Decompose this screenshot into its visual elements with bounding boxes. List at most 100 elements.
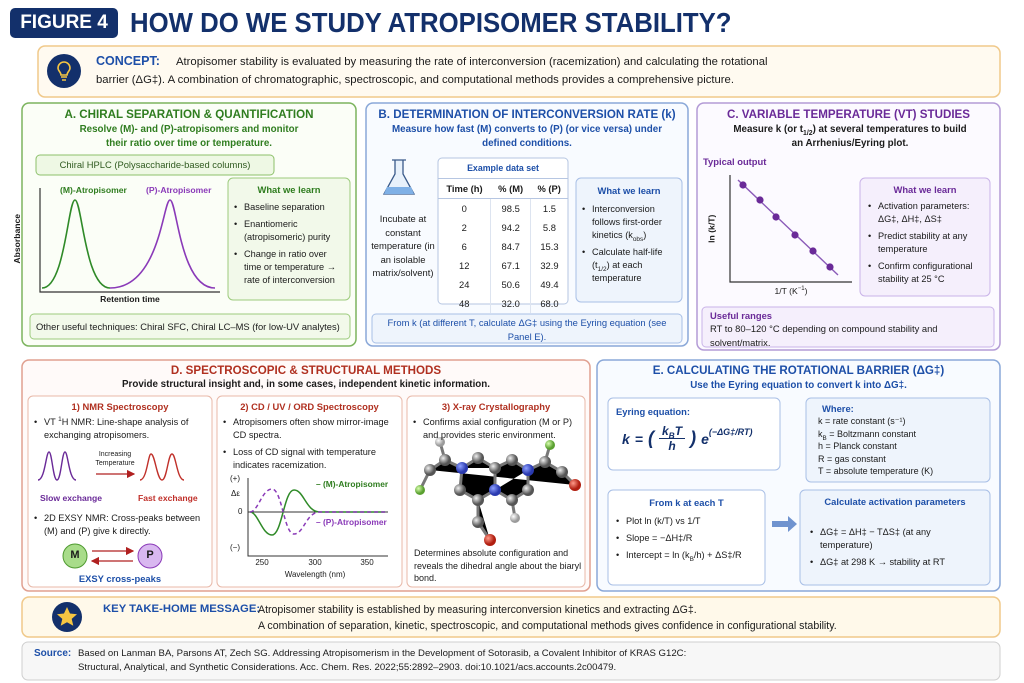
list-item: Baseline separation	[234, 201, 346, 214]
list-item: Atropisomers often show mirror-image CD …	[223, 416, 398, 442]
table-cell: 49.4	[540, 279, 559, 290]
cd-tick: 250	[255, 558, 269, 567]
text-line: Atropisomer stability is established by …	[258, 604, 697, 616]
learn-list: Activation parameters: ΔG‡, ΔH‡, ΔS‡ Pred…	[868, 200, 986, 290]
text-after: ) at each temperature	[592, 260, 643, 283]
text-sub: obs	[632, 235, 644, 243]
table-cell: 12	[438, 256, 492, 275]
panel-subtitle: Use the Eyring equation to convert k int…	[690, 380, 907, 391]
note-text: From k (at different T, calculate ΔG‡ us…	[387, 317, 667, 342]
text-text: Measure k (or t	[733, 124, 804, 135]
nmr-list: 2D EXSY NMR: Cross-peaks between (M) and…	[34, 512, 208, 542]
cd-tick: 350	[360, 558, 374, 567]
cd-p	[249, 488, 385, 535]
table-cell: 98.5	[490, 198, 531, 218]
header-cell: Time (h)	[438, 179, 491, 199]
where-list: k = rate constant (s⁻¹) kB = Boltzmann co…	[818, 415, 988, 478]
p-label: P	[146, 549, 154, 561]
from-list: Plot ln (k/T) vs 1/T Slope = −ΔH‡/R Interc…	[616, 515, 762, 566]
list-item: Loss of CD signal with temperature indic…	[223, 446, 398, 472]
xray-list: Confirms axial configuration (M or P) an…	[413, 416, 581, 446]
table-cell: 48	[438, 294, 492, 313]
from-title: From k at each T	[649, 497, 724, 508]
eq-part: e(−ΔG‡/RT)	[701, 427, 752, 446]
table-cell: 2	[438, 218, 492, 237]
nmr-label: Slow exchange	[40, 493, 103, 503]
cd-list: Atropisomers often show mirror-image CD …	[223, 416, 398, 476]
where-title: Where:	[822, 403, 854, 414]
cd-axis-text: (+)	[230, 474, 240, 483]
cd-xlabel: Wavelength (nm)	[284, 570, 346, 579]
cd-axis-text: (−)	[230, 543, 240, 552]
sub-title: 3) X-ray Crystallography	[441, 401, 551, 412]
eq-part: =	[634, 430, 643, 447]
panel-subtitle: Provide structural insight and, in some …	[121, 379, 490, 390]
incubate-text: Incubate at constant temperature (in an …	[371, 213, 435, 278]
text-line: A combination of separation, kinetic, sp…	[258, 620, 837, 632]
cd-m	[249, 489, 385, 536]
text-line: k = rate constant (s⁻¹)	[818, 416, 906, 426]
method-label: Chiral HPLC (Polysaccharide-based column…	[59, 159, 251, 170]
table-cell: 0	[438, 198, 492, 218]
text-text: Interconversion follows first-order kine…	[592, 204, 662, 240]
other-text: Other useful techniques: Chiral SFC, Chi…	[36, 321, 340, 332]
ranges-box	[701, 306, 995, 348]
table-cell: 24	[438, 275, 492, 294]
nmr-label: Fast exchange	[138, 493, 198, 503]
eq-part: k	[622, 430, 630, 447]
list-item: Slope = −ΔH‡/R	[616, 532, 762, 545]
calc-list: ΔG‡ = ΔH‡ − TΔS‡ (at any temperature) ΔG‡…	[810, 526, 950, 573]
text-after: = Boltzmann constant	[826, 428, 917, 439]
learn-list: Baseline separation Enantiomeric (atropis…	[234, 201, 346, 291]
panel-subtitle: Measure how fast (M) converts to (P) (or…	[391, 124, 663, 149]
list-item: Change in ratio over time or temperature…	[234, 248, 346, 287]
table-cell: 5.8	[542, 222, 556, 233]
axis-label: Retention time	[100, 294, 160, 304]
learn-title: What we learn	[597, 185, 661, 196]
panel-title: A. CHIRAL SEPARATION & QUANTIFICATION	[64, 108, 314, 121]
table-cell: 68.0	[540, 298, 559, 309]
text-after: H NMR: Line-shape analysis of exchanging…	[44, 417, 189, 440]
arrh-points	[739, 181, 834, 271]
key-text: Atropisomer stability is established by …	[258, 602, 837, 634]
eyring-label: Eyring equation:	[616, 406, 690, 417]
list-item: Confirms axial configuration (M or P) an…	[413, 416, 581, 442]
slow-peaks	[37, 451, 77, 481]
axis-label: 1/T (K−1)	[730, 285, 852, 299]
source-label: Source:	[34, 648, 72, 659]
text-text: k	[661, 424, 669, 438]
eq-den: h	[668, 439, 676, 453]
table-cell: 50.6	[490, 275, 531, 294]
method-box	[35, 154, 275, 176]
list-item: ΔG‡ = ΔH‡ − TΔS‡ (at any temperature)	[810, 526, 950, 552]
header-row: Time (h)% (M)% (P)	[438, 179, 568, 199]
cd-legend: – (P)-Atropisomer	[316, 517, 387, 527]
list-item: Activation parameters: ΔG‡, ΔH‡, ΔS‡	[868, 200, 986, 226]
text-line: Structural, Analytical, and Synthetic Co…	[78, 662, 617, 673]
peak-label: (P)-Atropisomer	[146, 185, 212, 195]
table-cell: 6	[438, 237, 492, 256]
table-caption: Example data set	[438, 158, 568, 179]
text-after: T	[674, 424, 683, 438]
eq-num: kBT	[658, 424, 686, 440]
source-box	[21, 641, 1001, 681]
ranges-text: RT to 80–120 °C depending on compound st…	[710, 323, 938, 348]
learn-title: What we learn	[893, 184, 957, 195]
list-item: ΔG‡ at 298 K → stability at RT	[810, 556, 950, 569]
panel-title: E. CALCULATING THE ROTATIONAL BARRIER (Δ…	[652, 364, 945, 377]
text-line: kB = Boltzmann constant	[818, 428, 988, 441]
page-title: HOW DO WE STUDY ATROPISOMER STABILITY?	[130, 7, 732, 38]
fast-peaks	[139, 453, 185, 481]
table-row: 24 50.6 49.4	[438, 275, 568, 294]
list-item: Calculate half-life (t1/2) at each tempe…	[582, 246, 678, 285]
text-sup: 1	[58, 415, 62, 423]
source-text: Based on Lanman BA, Parsons AT, Zech SG.…	[78, 647, 686, 675]
list-item: Plot ln (k/T) vs 1/T	[616, 515, 762, 528]
sub-title: 2) CD / UV / ORD Spectroscopy	[240, 401, 379, 412]
bulb-icon	[47, 54, 81, 88]
cd-box	[216, 395, 403, 588]
eq-fraction: kBT h	[658, 424, 686, 453]
figure-label: FIGURE 4	[20, 12, 108, 33]
